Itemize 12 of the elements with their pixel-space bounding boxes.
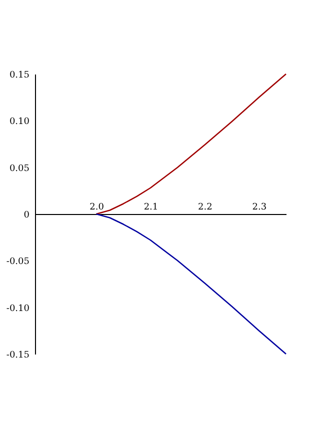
y-tick-label: -0.05 <box>6 257 30 268</box>
y-tick-label: 0.05 <box>9 164 30 174</box>
x-tick-label: 2.0 <box>90 202 104 212</box>
x-tick-label: 2.2 <box>198 202 212 212</box>
x-tick-label: 2.3 <box>252 202 267 212</box>
x-tick-label: 2.1 <box>144 202 158 212</box>
y-tick-label: 0.10 <box>9 117 30 128</box>
y-tick-label: 0.15 <box>9 70 30 80</box>
y-tick-label: -0.10 <box>6 304 30 314</box>
y-tick-label: 0 <box>24 210 30 220</box>
line-series <box>96 213 287 355</box>
y-tick-label: -0.15 <box>6 350 30 360</box>
